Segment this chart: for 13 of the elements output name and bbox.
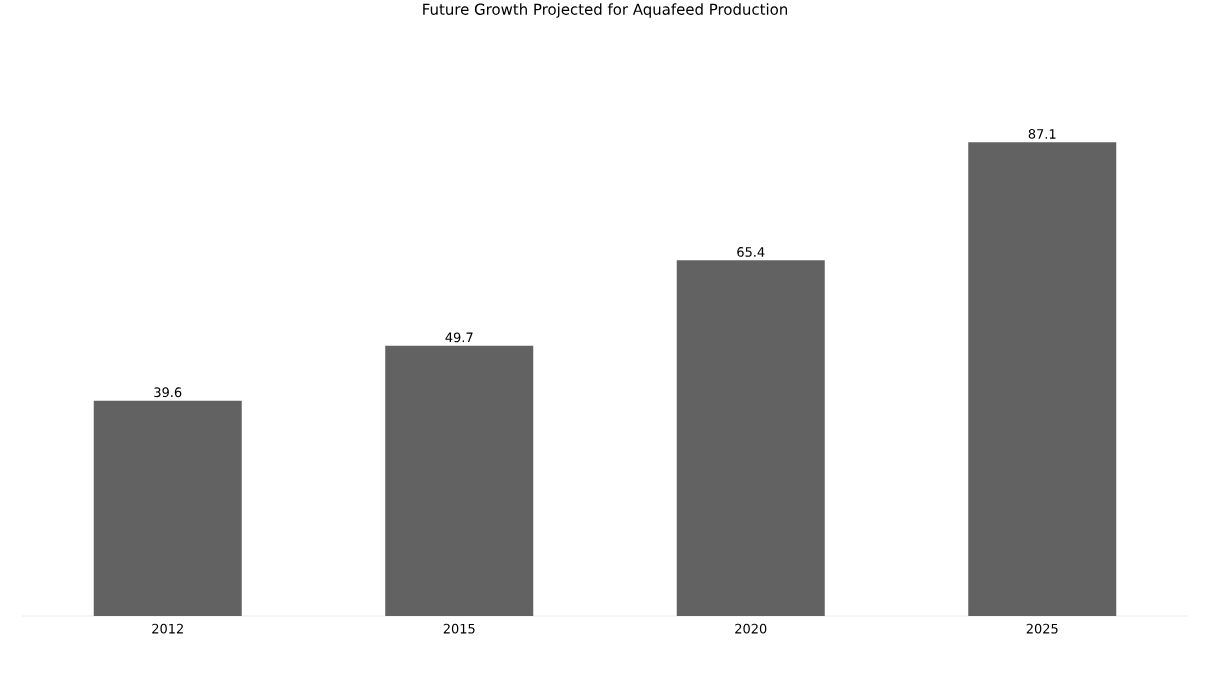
data-label: 49.7 [445,332,473,343]
data-label: 87.1 [1028,129,1056,139]
x-tick-label: 2020 [735,623,767,634]
data-label: 39.6 [154,387,182,398]
x-tick-label: 2015 [443,623,475,634]
chart-title: Future Growth Projected for Aquafeed Production [423,3,788,18]
bar [968,142,1117,617]
bar [676,260,825,617]
data-label: 65.4 [737,247,765,257]
x-tick-label: 2025 [1026,623,1058,634]
x-tick-label: 2012 [152,623,183,634]
bar [385,345,534,617]
bar [93,400,242,617]
